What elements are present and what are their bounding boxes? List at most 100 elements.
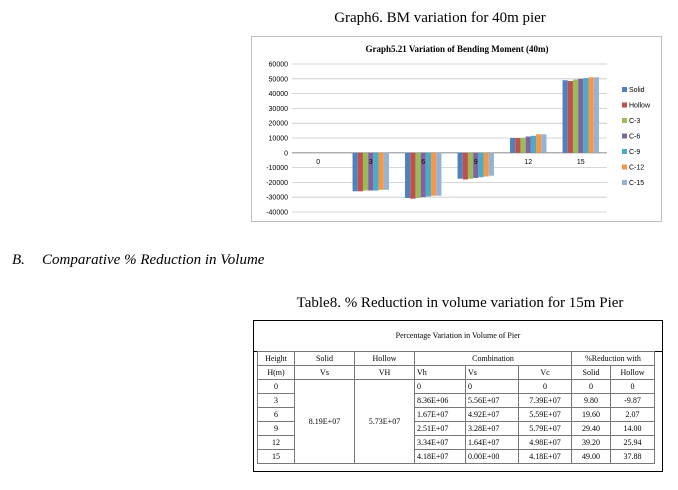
- y-tick-label: -30000: [266, 195, 288, 202]
- cell-height: 15: [257, 449, 295, 464]
- cell-reduction-solid: 0: [571, 379, 611, 394]
- chart-svg: Graph5.21 Variation of Bending Moment (4…: [266, 44, 651, 217]
- y-tick-label: 10000: [269, 136, 289, 143]
- cell-height: 9: [257, 421, 295, 436]
- cell-vc: 4.18E+07: [518, 449, 572, 464]
- cell-height: 0: [257, 379, 295, 394]
- header-red-hollow: Hollow: [610, 365, 655, 380]
- bar-c-15: [488, 152, 494, 176]
- bar-solid: [352, 152, 358, 192]
- bar-solid: [405, 152, 411, 198]
- section-heading: B. Comparative % Reduction in Volume: [12, 252, 264, 269]
- header-combination: Combination: [414, 351, 572, 366]
- cell-height: 6: [257, 407, 295, 422]
- cell-vs: 0.00E+00: [465, 449, 519, 464]
- cell-height: 12: [257, 435, 295, 450]
- legend-label: Solid: [629, 87, 645, 94]
- cell-vh: 2.51E+07: [414, 421, 466, 436]
- bar-c-6: [420, 152, 426, 198]
- cell-height: 3: [257, 393, 295, 408]
- bar-c-3: [572, 79, 579, 153]
- table-row: 0 8.19E+07 5.73E+07 0 0 0 0 0: [257, 379, 655, 464]
- bar-c-12: [588, 77, 594, 153]
- cell-vh: 4.18E+07: [414, 449, 466, 464]
- header-h: H(m): [257, 365, 295, 380]
- legend-label: C-9: [629, 149, 640, 156]
- header-reduction: %Reduction with: [571, 351, 655, 366]
- cell-vs: 4.92E+07: [465, 407, 519, 422]
- cell-vs: 1.64E+07: [465, 435, 519, 450]
- bar-c-3: [415, 152, 421, 198]
- bar-c-3: [520, 138, 526, 153]
- bar-c-9: [478, 152, 484, 178]
- bar-c-9: [530, 135, 537, 153]
- cell-reduction-solid: 39.20: [571, 435, 611, 450]
- legend-label: Hollow: [629, 103, 651, 110]
- bar-c-12: [431, 152, 437, 196]
- bar-solid: [510, 138, 516, 153]
- legend-swatch: [622, 102, 627, 108]
- cell-vc: 0: [518, 379, 572, 394]
- cell-vc: 5.79E+07: [518, 421, 572, 436]
- header-vs: Vs: [465, 365, 519, 380]
- cell-solid-vs: 8.19E+07: [294, 379, 355, 464]
- bar-c-9: [583, 78, 589, 153]
- legend-swatch: [622, 164, 627, 170]
- cell-reduction-solid: 9.80: [571, 393, 611, 408]
- x-category-label: 15: [577, 159, 585, 166]
- bar-hollow: [462, 152, 468, 180]
- cell-vh: 0: [414, 379, 466, 394]
- bar-c-6: [473, 152, 479, 178]
- cell-reduction-solid: 29.40: [571, 421, 611, 436]
- x-category-label: 6: [421, 159, 425, 166]
- y-tick-label: -40000: [266, 210, 288, 217]
- y-tick-label: 0: [284, 150, 288, 157]
- bar-c-12: [378, 152, 384, 190]
- table-title: Percentage Variation in Volume of Pier: [254, 321, 662, 352]
- bar-c-3: [467, 152, 474, 179]
- cell-hollow-vh: 5.73E+07: [354, 379, 415, 464]
- bar-c-6: [525, 136, 531, 153]
- y-tick-label: 30000: [269, 106, 289, 113]
- bending-moment-chart: Graph5.21 Variation of Bending Moment (4…: [251, 36, 662, 222]
- header-vh: Vh: [414, 365, 466, 380]
- volume-table: Percentage Variation in Volume of Pier H…: [253, 320, 663, 472]
- bar-hollow: [567, 81, 573, 153]
- x-category-label: 12: [524, 159, 532, 166]
- y-tick-label: -20000: [266, 180, 288, 187]
- bar-c-6: [368, 152, 374, 191]
- bar-c-6: [578, 78, 584, 153]
- header-hollow: Hollow: [354, 351, 415, 366]
- graph-caption: Graph6. BM variation for 40m pier: [334, 10, 546, 26]
- cell-vh: 3.34E+07: [414, 435, 466, 450]
- section-letter: B.: [12, 252, 25, 268]
- legend-swatch: [622, 87, 627, 92]
- y-tick-label: -10000: [266, 165, 288, 172]
- y-tick-label: 20000: [269, 121, 289, 128]
- y-tick-label: 60000: [269, 62, 289, 69]
- bar-c-15: [593, 77, 599, 153]
- cell-reduction-hollow: 2.07: [610, 407, 655, 422]
- x-category-label: 9: [474, 159, 478, 166]
- legend-swatch: [622, 149, 627, 154]
- section-title: Comparative % Reduction in Volume: [42, 252, 265, 268]
- legend-label: C-3: [629, 118, 640, 125]
- header-vc: Vc: [518, 365, 572, 380]
- cell-vc: 7.39E+07: [518, 393, 572, 408]
- chart-title: Graph5.21 Variation of Bending Moment (4…: [365, 44, 548, 54]
- bar-hollow: [357, 152, 363, 192]
- bar-c-15: [383, 152, 389, 190]
- table-header-row-2: H(m) Vs VH Vh Vs Vc Solid Hollow: [257, 365, 655, 380]
- cell-reduction-solid: 49.00: [571, 449, 611, 464]
- cell-vc: 4.98E+07: [518, 435, 572, 450]
- header-vh-hollow: VH: [354, 365, 415, 380]
- y-tick-label: 40000: [269, 91, 289, 98]
- cell-reduction-solid: 19.60: [571, 407, 611, 422]
- cell-vs: 3.28E+07: [465, 421, 519, 436]
- table-caption: Table8. % Reduction in volume variation …: [296, 295, 624, 311]
- volume-data-table: Height Solid Hollow Combination %Reducti…: [257, 351, 655, 464]
- bar-solid: [457, 152, 463, 179]
- header-solid: Solid: [294, 351, 355, 366]
- legend-label: C-15: [629, 180, 644, 187]
- cell-vc: 5.59E+07: [518, 407, 572, 422]
